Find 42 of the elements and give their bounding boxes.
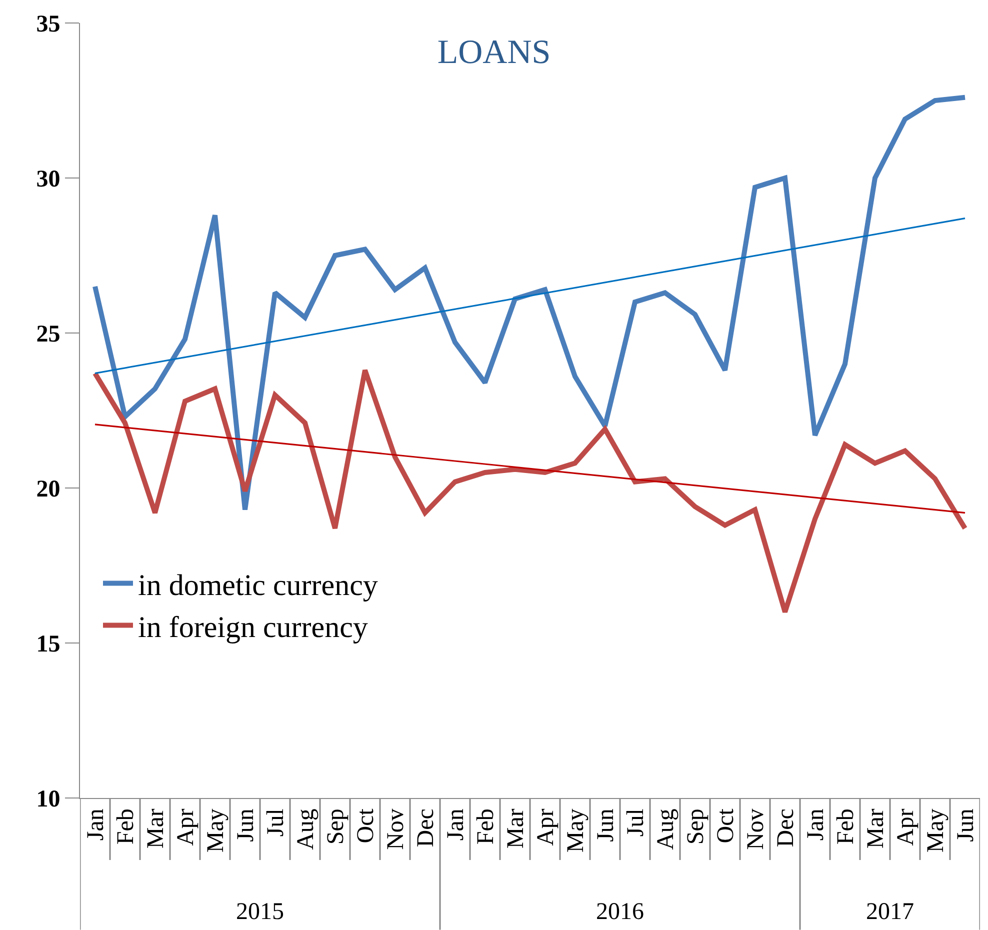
x-tick-label: Oct: [712, 808, 739, 844]
x-tick-label: Jan: [802, 808, 829, 841]
x-tick-label: Apr: [172, 808, 199, 846]
x-tick-label: Mar: [502, 808, 529, 849]
legend-label: in foreign currency: [138, 610, 368, 644]
x-tick-label: Jul: [262, 808, 289, 837]
text: 2017: [866, 899, 914, 925]
y-tick-label: 20: [36, 476, 60, 502]
x-tick-label: Jun: [952, 808, 979, 842]
x-tick-label: Apr: [532, 808, 559, 846]
text: 2015: [236, 899, 284, 925]
legend-label: in dometic currency: [138, 568, 378, 602]
x-tick-label: Dec: [772, 808, 799, 848]
x-tick-label: Sep: [322, 808, 349, 845]
x-tick-label: Jul: [622, 808, 649, 837]
x-tick-label: Jan: [82, 808, 109, 841]
x-tick-label: Aug: [652, 808, 679, 850]
x-tick-label: Nov: [742, 808, 769, 850]
y-tick-label: 10: [36, 786, 60, 812]
text: 2016: [596, 899, 644, 925]
y-tick-label: 15: [36, 631, 60, 658]
x-tick-label: Jan: [442, 808, 469, 841]
y-tick-label: 35: [36, 11, 60, 38]
x-tick-label: Nov: [382, 808, 409, 850]
x-tick-label: Feb: [472, 808, 499, 845]
x-tick-label: May: [562, 808, 589, 853]
x-tick-label: Sep: [682, 808, 709, 845]
x-tick-label: Feb: [112, 808, 139, 845]
x-tick-label: Oct: [352, 808, 379, 844]
x-tick-label: Dec: [412, 808, 439, 848]
x-tick-label: Jun: [232, 808, 259, 842]
x-tick-label: May: [202, 808, 229, 853]
x-tick-label: Feb: [832, 808, 859, 845]
x-tick-label: Mar: [142, 808, 169, 849]
x-tick-label: Apr: [892, 808, 919, 846]
chart-title: LOANS: [437, 34, 551, 72]
x-tick-label: Mar: [862, 808, 889, 849]
y-tick-label: 30: [36, 166, 60, 192]
x-tick-label: May: [922, 808, 949, 853]
x-tick-label: Jun: [592, 808, 619, 842]
x-tick-label: Aug: [292, 808, 319, 850]
y-tick-label: 25: [36, 321, 60, 348]
